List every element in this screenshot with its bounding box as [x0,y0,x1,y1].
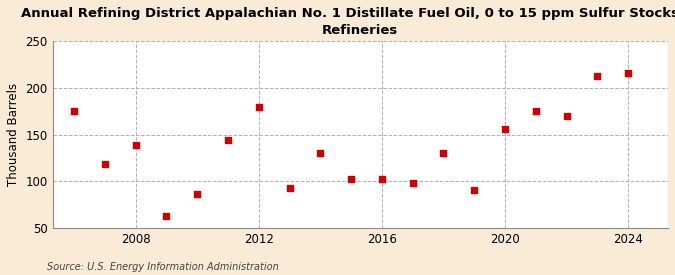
Point [284,186,295,190]
Point [469,188,480,192]
Point [161,214,172,218]
Point [99,161,110,166]
Point [346,176,356,181]
Point [315,151,326,155]
Title: Annual Refining District Appalachian No. 1 Distillate Fuel Oil, 0 to 15 ppm Sulf: Annual Refining District Appalachian No.… [22,7,675,37]
Y-axis label: Thousand Barrels: Thousand Barrels [7,83,20,186]
Point [500,127,510,131]
Point [438,151,449,155]
Point [192,192,202,197]
Point [377,176,387,181]
Point [253,105,264,109]
Point [407,181,418,185]
Point [592,73,603,78]
Point [69,109,80,113]
Text: Source: U.S. Energy Information Administration: Source: U.S. Energy Information Administ… [47,262,279,272]
Point [223,138,234,142]
Point [130,143,141,147]
Point [531,109,541,113]
Point [622,70,633,75]
Point [561,114,572,118]
